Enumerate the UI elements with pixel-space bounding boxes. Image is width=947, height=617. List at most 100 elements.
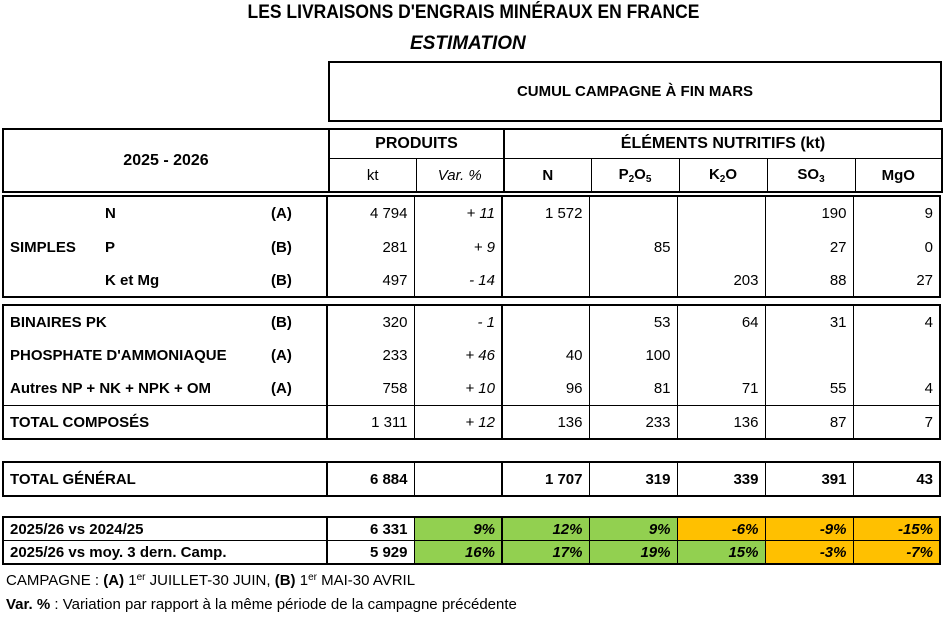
cumul-box: CUMUL CAMPAGNE À FIN MARS — [328, 61, 942, 122]
cell-so3: 391 — [765, 462, 854, 496]
cell-var: + 10 — [414, 372, 503, 406]
cell-mgo: 7 — [924, 413, 933, 431]
mgo-header: MgO — [855, 158, 943, 192]
row-name: K et Mg — [105, 271, 160, 289]
cell-so3: 31 — [765, 305, 854, 339]
cell-n: 136 — [502, 405, 590, 439]
cell-p2o5: 233 — [589, 405, 678, 439]
cell-var: + 46 — [414, 339, 503, 372]
row-name: Autres NP + NK + NPK + OM — [10, 380, 212, 397]
cell-n — [502, 264, 590, 297]
cell-mgo: 27 — [916, 271, 933, 289]
total-composes-row: TOTAL COMPOSÉS 1 311 + 12 136 233 136 87… — [3, 405, 940, 439]
cell-p2o5 — [589, 196, 678, 230]
table-row: N (A) 4 794 + 11 1 572 190 9 — [3, 196, 940, 230]
comparison-row: 2025/26 vs moy. 3 dern. Camp. 5 929 16% … — [3, 540, 940, 564]
simples-table: N (A) 4 794 + 11 1 572 190 9 SIMPLES P (… — [2, 195, 941, 298]
cell-p2o5: 319 — [589, 462, 678, 496]
page-title: LES LIVRAISONS D'ENGRAIS MINÉRAUX EN FRA… — [247, 2, 700, 23]
cell-var: - 1 — [414, 305, 503, 339]
cell-k2o — [677, 196, 766, 230]
table-row: SIMPLES P (B) 281 + 9 85 27 0 — [3, 230, 940, 264]
cell-var: - 14 — [414, 264, 503, 297]
cell-kt: 5 929 — [327, 540, 415, 564]
cell-p2o5: 81 — [589, 372, 678, 406]
row-name: 2025/26 vs moy. 3 dern. Camp. — [3, 540, 328, 564]
cell-kt: 4 794 — [327, 196, 415, 230]
cell-so3: 55 — [765, 372, 854, 406]
row-name: 2025/26 vs 2024/25 — [3, 517, 328, 541]
cell-var: + 9 — [414, 230, 503, 264]
p2o5-header: P2O5 — [591, 158, 680, 192]
cell-so3: 27 — [765, 230, 854, 264]
cell-so3: 87 — [765, 405, 854, 439]
cell-var: + 12 — [414, 405, 503, 439]
cell-p2o5: 53 — [589, 305, 678, 339]
var-note: Var. % : Variation par rapport à la même… — [6, 596, 517, 613]
cell-p2o5: 85 — [589, 230, 678, 264]
cell-so3 — [765, 339, 854, 372]
n-header: N — [504, 158, 592, 192]
table-row: BINAIRES PK (B) 320 - 1 53 64 31 4 — [3, 305, 940, 339]
cell-n: 40 — [502, 339, 590, 372]
row-type: (A) — [265, 196, 328, 230]
cell-p2o5: 100 — [589, 339, 678, 372]
cell-k2o: 15% — [677, 540, 766, 564]
cell-so3: 190 — [765, 196, 854, 230]
cell-kt: 320 — [327, 305, 415, 339]
cell-var: 16% — [414, 540, 503, 564]
cell-so3: 88 — [765, 264, 854, 297]
cell-kt: 233 — [327, 339, 415, 372]
cell-kt: 497 — [327, 264, 415, 297]
total-general-table: TOTAL GÉNÉRAL 6 884 1 707 319 339 391 43 — [2, 461, 941, 497]
cell-k2o: 136 — [677, 405, 766, 439]
cell-k2o: 71 — [677, 372, 766, 406]
cell-kt: 1 311 — [327, 405, 415, 439]
cell-mgo: -7% — [853, 540, 940, 564]
row-type: (A) — [265, 339, 328, 372]
row-name: N — [105, 205, 116, 222]
cell-mgo: -15% — [853, 517, 940, 541]
cell-n: 1 572 — [502, 196, 590, 230]
cell-n: 1 707 — [502, 462, 590, 496]
cell-mgo: 4 — [924, 380, 933, 397]
table-row: Autres NP + NK + NPK + OM (A) 758 + 10 9… — [3, 372, 940, 406]
cell-p2o5: 9% — [589, 517, 678, 541]
comparison-table: 2025/26 vs 2024/25 6 331 9% 12% 9% -6% -… — [2, 516, 941, 565]
table-row: K et Mg (B) 497 - 14 203 88 27 — [3, 264, 940, 297]
cell-k2o: -6% — [677, 517, 766, 541]
cell-p2o5 — [589, 264, 678, 297]
cell-k2o: 203 — [677, 264, 766, 297]
cell-p2o5: 19% — [589, 540, 678, 564]
cell-k2o: 64 — [677, 305, 766, 339]
row-type: (A) — [265, 372, 328, 406]
row-name: P — [105, 238, 116, 256]
row-type: (B) — [265, 230, 328, 264]
row-name: BINAIRES PK — [10, 314, 107, 331]
var-header: Var. % — [416, 158, 505, 192]
cell-so3: -9% — [765, 517, 854, 541]
so3-header: SO3 — [767, 158, 856, 192]
cell-var — [414, 462, 503, 496]
cell-n: 96 — [502, 372, 590, 406]
cell-k2o — [677, 230, 766, 264]
cell-kt: 6 884 — [327, 462, 415, 496]
comparison-row: 2025/26 vs 2024/25 6 331 9% 12% 9% -6% -… — [3, 517, 940, 541]
cell-kt: 6 331 — [327, 517, 415, 541]
cell-mgo: 9 — [924, 205, 933, 222]
cell-n: 17% — [502, 540, 590, 564]
cell-mgo: 4 — [924, 314, 933, 331]
kt-header: kt — [329, 158, 417, 192]
k2o-header: K2O — [679, 158, 768, 192]
produits-header: PRODUITS — [329, 129, 505, 159]
cell-k2o: 339 — [677, 462, 766, 496]
cell-so3: -3% — [765, 540, 854, 564]
cell-kt: 758 — [327, 372, 415, 406]
row-name: TOTAL GÉNÉRAL — [3, 462, 328, 496]
cell-k2o — [677, 339, 766, 372]
row-type: (B) — [265, 264, 328, 297]
cell-var: + 11 — [414, 196, 503, 230]
table-row: PHOSPHATE D'AMMONIAQUE (A) 233 + 46 40 1… — [3, 339, 940, 372]
cell-n: 12% — [502, 517, 590, 541]
total-general-row: TOTAL GÉNÉRAL 6 884 1 707 319 339 391 43 — [3, 462, 940, 496]
